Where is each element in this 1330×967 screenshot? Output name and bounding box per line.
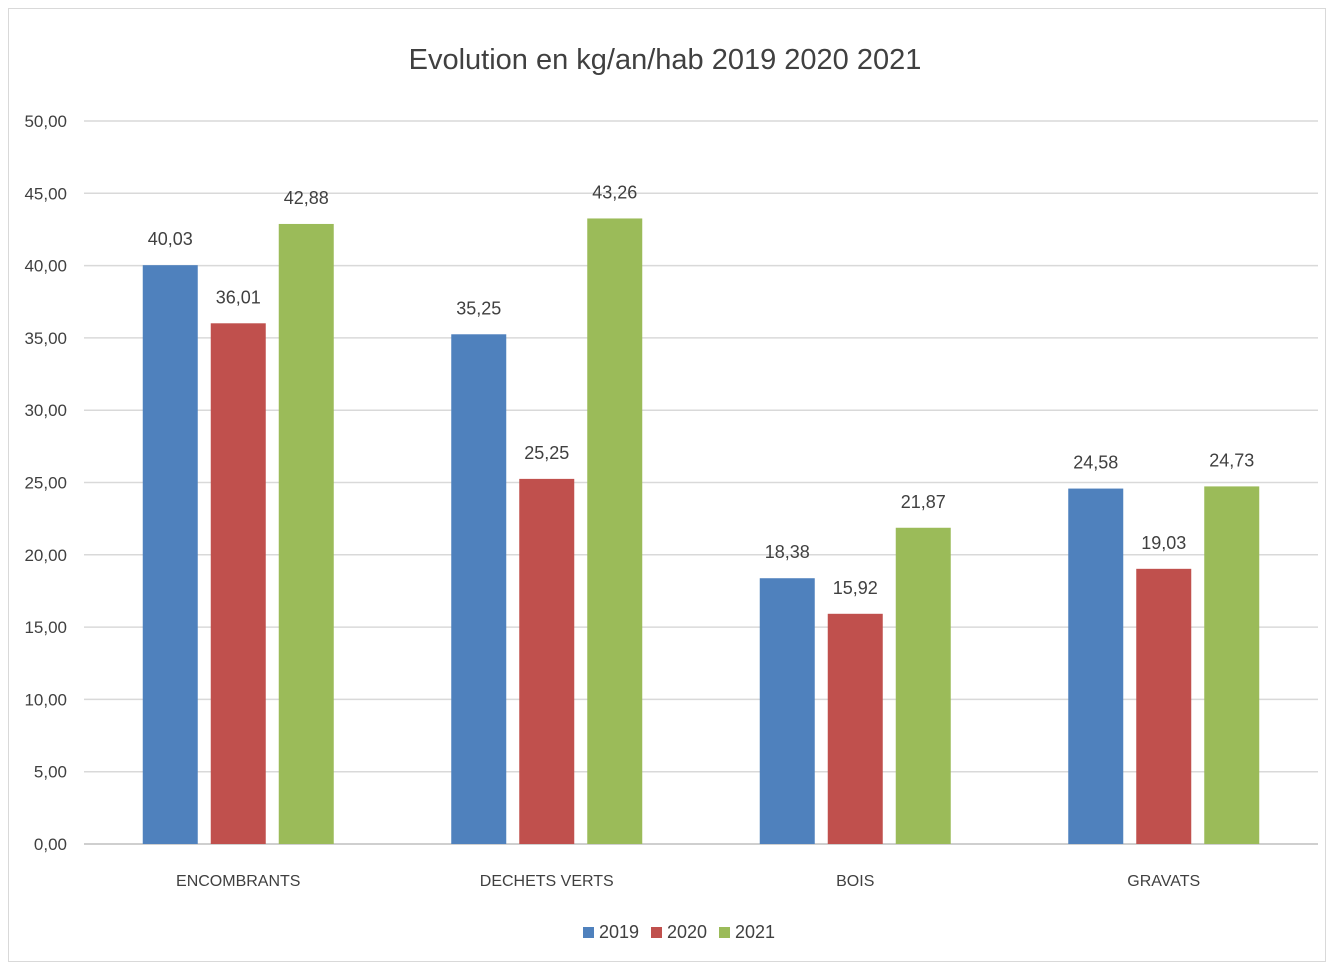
y-tick-label: 40,00 bbox=[24, 257, 67, 276]
bar-2019 bbox=[1068, 488, 1124, 844]
data-label: 36,01 bbox=[216, 287, 261, 307]
category-label: ENCOMBRANTS bbox=[176, 873, 300, 890]
y-tick-label: 25,00 bbox=[24, 474, 67, 493]
y-tick-label: 15,00 bbox=[24, 618, 67, 637]
y-tick-label: 0,00 bbox=[34, 835, 67, 854]
data-label: 24,58 bbox=[1073, 453, 1118, 473]
legend-label: 2021 bbox=[735, 922, 775, 942]
legend-swatch bbox=[651, 927, 662, 938]
bar-2021 bbox=[587, 218, 643, 845]
y-tick-label: 30,00 bbox=[24, 401, 67, 420]
y-tick-label: 20,00 bbox=[24, 546, 67, 565]
data-label: 15,92 bbox=[833, 578, 878, 598]
legend-label: 2020 bbox=[667, 922, 707, 942]
data-label: 21,87 bbox=[901, 492, 946, 512]
data-label: 18,38 bbox=[765, 542, 810, 562]
bar-2019 bbox=[759, 578, 815, 844]
bar-2021 bbox=[278, 223, 334, 844]
y-tick-label: 5,00 bbox=[34, 763, 67, 782]
data-label: 24,73 bbox=[1209, 450, 1254, 470]
data-label: 19,03 bbox=[1141, 533, 1186, 553]
bar-2021 bbox=[1204, 486, 1260, 844]
bar-2020 bbox=[827, 613, 883, 844]
legend-swatch bbox=[719, 927, 730, 938]
data-label: 35,25 bbox=[456, 298, 501, 318]
legend-swatch bbox=[583, 927, 594, 938]
y-tick-label: 45,00 bbox=[24, 184, 67, 203]
chart-title: Evolution en kg/an/hab 2019 2020 2021 bbox=[408, 44, 922, 76]
category-label: GRAVATS bbox=[1127, 873, 1200, 890]
data-label: 25,25 bbox=[524, 443, 569, 463]
y-tick-label: 10,00 bbox=[24, 690, 67, 709]
bar-2020 bbox=[519, 478, 575, 844]
bar-2021 bbox=[895, 527, 951, 844]
data-label: 43,26 bbox=[592, 182, 637, 202]
category-label: DECHETS VERTS bbox=[480, 873, 614, 890]
bar-2020 bbox=[210, 323, 266, 844]
bar-2019 bbox=[451, 334, 507, 844]
y-tick-label: 50,00 bbox=[24, 112, 67, 131]
y-tick-label: 35,00 bbox=[24, 329, 67, 348]
data-label: 42,88 bbox=[284, 188, 329, 208]
category-label: BOIS bbox=[836, 873, 874, 890]
data-label: 40,03 bbox=[148, 229, 193, 249]
legend-label: 2019 bbox=[599, 922, 639, 942]
bar-2020 bbox=[1136, 568, 1192, 844]
bar-2019 bbox=[142, 265, 198, 844]
